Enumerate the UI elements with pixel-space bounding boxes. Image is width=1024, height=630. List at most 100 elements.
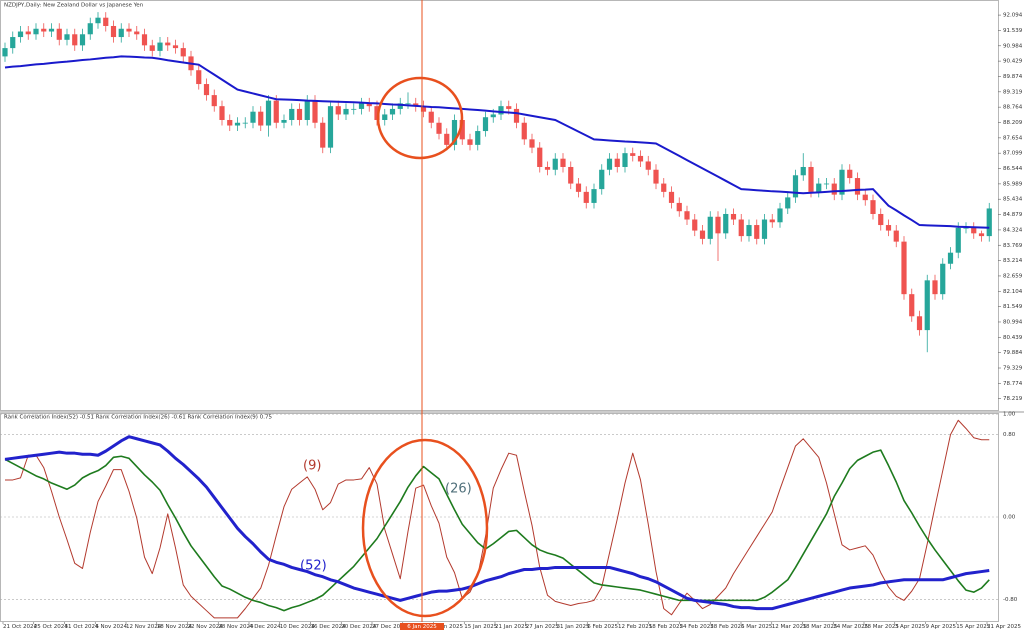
candle-body: [591, 189, 597, 203]
x-tick-label: 28 Nov 2024: [218, 624, 254, 630]
candle-body: [265, 100, 272, 126]
candle-body: [893, 230, 899, 242]
candle-body: [490, 114, 496, 118]
y-tick-label: 83.214: [1003, 258, 1023, 264]
x-tick-label: 18 Feb 2025: [649, 624, 684, 630]
candle-body: [684, 211, 690, 220]
candle-body: [847, 169, 853, 179]
x-tick-label: 24 Feb 2025: [680, 624, 715, 630]
candle-body: [420, 106, 427, 112]
indicator-title: Rank Correlation Index(52) -0.51 Rank Co…: [4, 415, 272, 421]
candle-body: [227, 119, 233, 126]
candle-body: [482, 117, 489, 132]
candle-body: [180, 48, 186, 57]
candle-body: [366, 103, 372, 107]
candle-body: [118, 28, 124, 38]
candle-body: [723, 213, 729, 234]
candle-body: [777, 208, 783, 223]
candle-body: [552, 158, 558, 170]
candle-body: [48, 28, 55, 32]
candle-body: [583, 191, 589, 203]
candle-body: [157, 42, 163, 51]
candle-body: [839, 169, 845, 195]
y-tick-label: 83.769: [1003, 243, 1023, 249]
candle-body: [149, 45, 155, 51]
y-tick-label: 84.324: [1003, 227, 1023, 233]
candle-body: [296, 108, 303, 120]
series-annotation: (26): [445, 482, 472, 497]
candle-body: [978, 233, 985, 237]
candle-body: [816, 183, 822, 192]
candle-body: [436, 122, 442, 134]
candle-body: [343, 108, 349, 115]
candle-body: [320, 122, 326, 148]
x-tick-label: 18 Nov 2024: [157, 624, 193, 630]
candle-body: [405, 103, 411, 105]
candle-body: [575, 183, 582, 192]
y-tick-label: 78.219: [1003, 396, 1023, 402]
candle-body: [870, 200, 876, 214]
candle-body: [730, 213, 737, 220]
candle-body: [606, 158, 613, 170]
x-tick-label: 15 Apr 2025: [956, 624, 991, 630]
candle-body: [529, 139, 535, 148]
y-tick-label: 90.984: [1003, 43, 1023, 49]
x-tick-label: 16 Dec 2024: [311, 624, 347, 630]
y-tick-label: 86.544: [1003, 166, 1023, 172]
candle-body: [885, 225, 892, 231]
candle-body: [823, 183, 830, 185]
candle-body: [219, 106, 225, 120]
candle-body: [358, 103, 365, 109]
moving-average-line: [4, 55, 990, 229]
candle-body: [110, 25, 117, 38]
candle-body: [909, 294, 915, 317]
candle-body: [41, 28, 47, 32]
candle-body: [785, 197, 791, 209]
candle-body: [614, 158, 620, 167]
candle-body: [947, 252, 954, 264]
y-tick-label: 91.539: [1003, 28, 1023, 34]
candle-body: [10, 37, 16, 49]
candle-body: [800, 166, 806, 176]
candle-body: [622, 153, 628, 167]
indicator-frame: [0, 413, 999, 622]
candle-body: [141, 34, 148, 46]
candle-body: [327, 106, 334, 148]
candle-body: [451, 119, 458, 145]
candle-body: [661, 183, 667, 192]
candle-body: [963, 227, 969, 229]
candle-body: [126, 28, 132, 32]
candle-body: [281, 119, 287, 123]
candle-body: [56, 28, 62, 40]
candle-body: [33, 28, 39, 35]
candle-body: [715, 216, 721, 234]
candle-body: [955, 227, 961, 253]
x-tick-label: 20 Dec 2024: [341, 624, 377, 630]
x-tick-label: 31 Jan 2025: [557, 624, 590, 630]
candle-body: [692, 219, 698, 231]
candle-body: [250, 111, 256, 123]
candle-body: [459, 119, 465, 140]
y-tick-label: 89.874: [1003, 74, 1023, 80]
candle-body: [444, 133, 450, 145]
candle-body: [382, 114, 388, 120]
x-tick-label: 24 Mar 2025: [833, 624, 868, 630]
candle-body: [95, 17, 101, 24]
candle-body: [211, 95, 217, 107]
candle-body: [769, 219, 775, 223]
y-tick-label: 88.764: [1003, 105, 1023, 111]
candle-body: [676, 202, 682, 212]
candle-body: [568, 166, 574, 184]
candle-body: [258, 111, 264, 126]
candle-body: [506, 106, 512, 109]
x-tick-label: 6 Nov 2024: [95, 624, 127, 630]
y-tick-label: 82.659: [1003, 273, 1023, 279]
candle-body: [544, 166, 551, 170]
candle-body: [792, 175, 799, 198]
y-tick-label: 80.994: [1003, 319, 1023, 325]
candle-body: [653, 169, 659, 184]
candle-body: [165, 42, 171, 46]
